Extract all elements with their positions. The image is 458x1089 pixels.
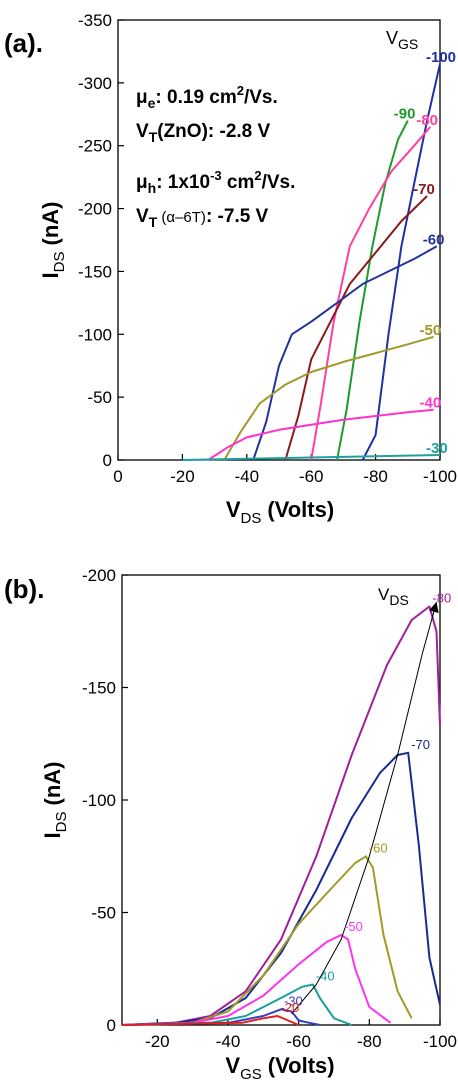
series-label-100: -100 [426, 49, 456, 66]
series-line-70 [121, 751, 441, 1026]
y-tick-label: -150 [82, 679, 116, 698]
panel-b-label: (b). [4, 574, 44, 604]
series-line-50 [121, 934, 392, 1026]
series-line-20 [121, 1015, 300, 1026]
series-label-30: -30 [426, 440, 448, 457]
panel-b-plot-frame [121, 574, 441, 1026]
y-tick-label: -100 [78, 325, 112, 344]
y-tick-label: -50 [91, 904, 116, 923]
x-tick-label: -100 [423, 1032, 457, 1051]
series-label-80: -80 [432, 591, 451, 606]
series-line-70 [284, 195, 428, 461]
series-label-70: -70 [413, 181, 435, 198]
series-line-60 [252, 245, 438, 461]
y-tick-label: 0 [103, 451, 112, 470]
panel-a-series-labels: -100 -90 -80 -70 -60 -50 -40 -30 [394, 49, 456, 457]
series-label-50: -50 [344, 919, 363, 934]
series-line-60 [121, 855, 413, 1026]
series-line-30 [182, 454, 441, 461]
series-line-80 [310, 126, 432, 461]
series-line-90 [336, 120, 409, 461]
x-tick-label: -40 [216, 1032, 241, 1051]
series-label-30: -30 [284, 993, 303, 1008]
panel-b-y-ticks: 0 -50 -100 -150 -200 [82, 566, 128, 1035]
y-tick-label: -300 [78, 74, 112, 93]
series-line-40 [121, 983, 353, 1026]
panel-b: (b). 0 -50 -100 -150 -200 -20 -40 -60 -80 -100 -… [4, 566, 457, 1083]
y-tick-label: -200 [78, 200, 112, 219]
panel-a-x-axis-title: VDS (Volts) [226, 497, 334, 527]
y-tick-label: -50 [87, 388, 112, 407]
panel-a-legend-title: VGS [386, 28, 418, 52]
series-line-30 [121, 1008, 321, 1026]
panel-b-y-axis-title: IDS(nA) [40, 762, 70, 839]
series-label-90: -90 [394, 106, 416, 123]
panel-a: (a). 0 -50 -100 -150 -200 -250 -300 -350 0 -20 -4… [4, 11, 457, 527]
x-tick-label: -60 [286, 1032, 311, 1051]
annotation-mu-h: μh: 1x10-3 cm2/Vs. [136, 168, 295, 196]
series-label-80: -80 [416, 112, 438, 129]
y-tick-label: -200 [82, 566, 116, 585]
series-label-20: -20 [280, 1000, 299, 1015]
panel-a-series [182, 63, 441, 461]
x-tick-label: -80 [363, 467, 388, 486]
x-tick-label: -60 [299, 467, 324, 486]
envelope-line [291, 601, 437, 1015]
series-label-70: -70 [411, 737, 430, 752]
y-tick-label: -100 [82, 791, 116, 810]
panel-a-y-ticks: 0 -50 -100 -150 -200 -250 -300 -350 [78, 11, 124, 470]
panel-b-series [121, 601, 441, 1026]
y-tick-label: 0 [107, 1016, 116, 1035]
annotation-vt-zno: VT(ZnO): -2.8 V [136, 121, 271, 145]
annotation-mu-e: μe: 0.19 cm2/Vs. [136, 83, 278, 111]
x-tick-label: -40 [235, 467, 260, 486]
series-label-40: -40 [316, 969, 335, 984]
panel-a-label: (a). [4, 28, 43, 58]
y-tick-label: -150 [78, 262, 112, 281]
panel-a-x-ticks: 0 -20 -40 -60 -80 -100 [113, 454, 457, 486]
envelope-arrowhead [429, 602, 439, 613]
series-line-80 [121, 605, 441, 1026]
x-tick-label: -80 [357, 1032, 382, 1051]
panel-b-x-axis-title: VGS (Volts) [225, 1053, 334, 1083]
series-label-60: -60 [423, 231, 445, 248]
annotation-vt-6t: VT (α–6T): -7.5 V [136, 206, 269, 230]
x-tick-label: -20 [170, 467, 195, 486]
series-label-60: -60 [369, 840, 388, 855]
series-line-40 [207, 408, 434, 461]
series-label-40: -40 [420, 395, 442, 412]
panel-a-plot-frame [117, 19, 441, 461]
x-tick-label: -100 [423, 467, 457, 486]
series-label-50: -50 [420, 322, 442, 339]
y-tick-label: -250 [78, 137, 112, 156]
series-line-100 [361, 63, 441, 461]
panel-b-x-ticks: -20 -40 -60 -80 -100 [145, 1019, 457, 1051]
panel-a-y-axis-title: IDS(nA) [38, 202, 68, 279]
panel-b-series-labels: -80 -70 -60 -50 -40 -30-20 [280, 591, 451, 1016]
x-tick-label: -20 [145, 1032, 170, 1051]
x-tick-label: 0 [113, 467, 122, 486]
panel-b-legend-title: VDS [378, 585, 409, 608]
series-line-50 [223, 335, 434, 461]
y-tick-label: -350 [78, 11, 112, 30]
